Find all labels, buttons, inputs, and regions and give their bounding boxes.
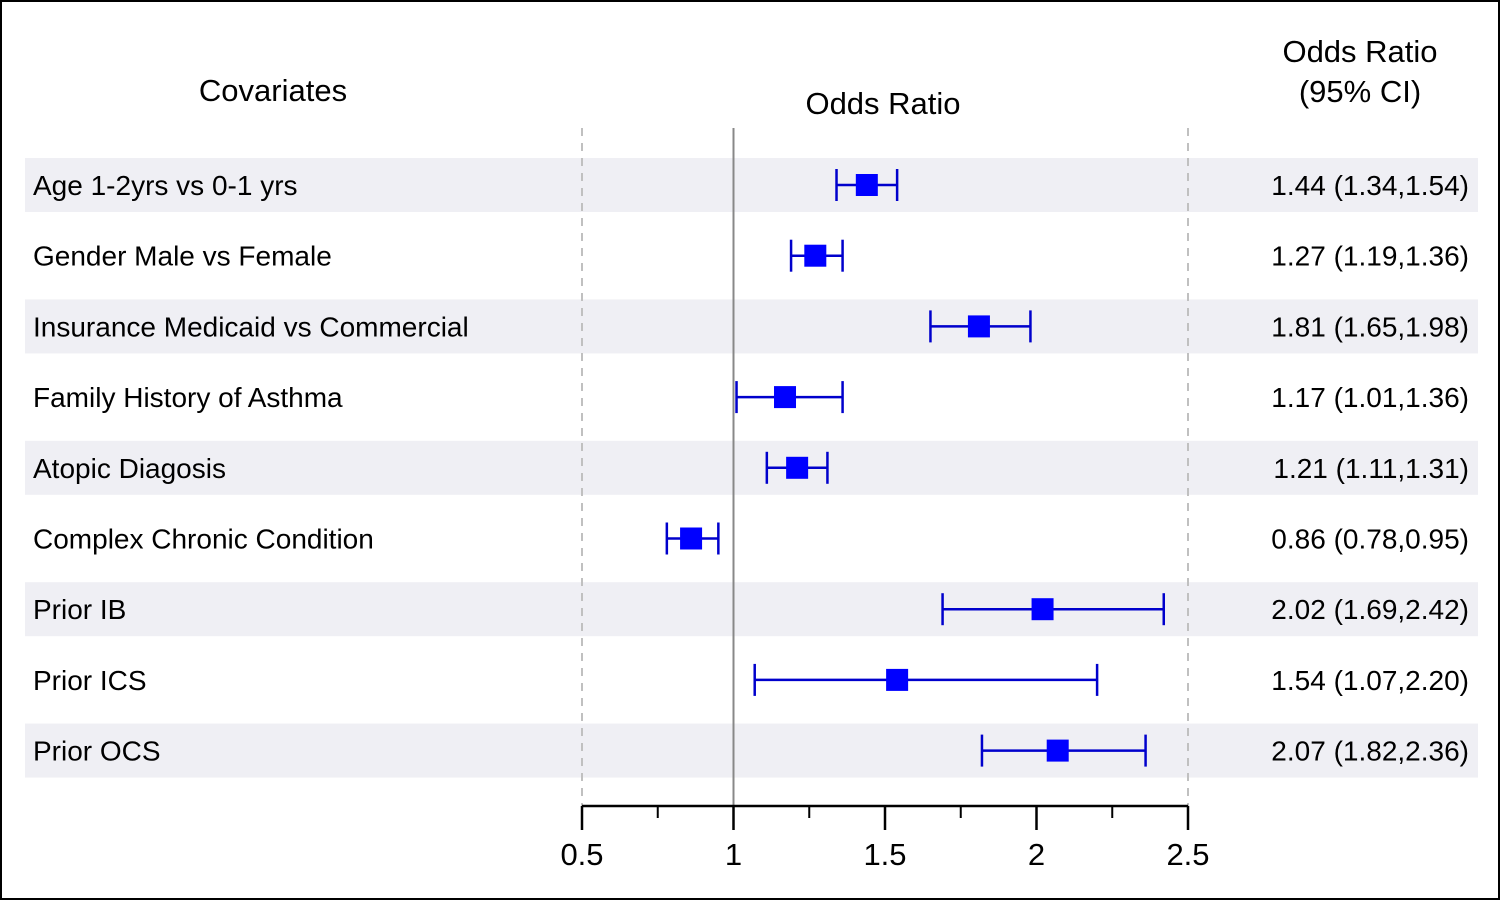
ci-value-label: 1.17 (1.01,1.36) [1271, 382, 1469, 413]
covariate-label: Prior OCS [33, 736, 161, 767]
covariate-label: Age 1-2yrs vs 0-1 yrs [33, 170, 298, 201]
odds-ratio-point [1031, 598, 1054, 621]
ci-mark [665, 522, 720, 555]
odds-ratio-marks [665, 169, 1166, 767]
row-band [25, 440, 1478, 495]
ci-mark [835, 169, 899, 201]
row-band [25, 582, 1478, 637]
covariate-label: Complex Chronic Condition [33, 524, 374, 555]
odds-ratio-point [886, 668, 909, 691]
covariates-header: Covariates [199, 73, 347, 108]
covariate-label: Prior IB [33, 594, 126, 625]
ci-mark [929, 310, 1032, 343]
odds-ratio-point [967, 315, 990, 338]
guide-lines [581, 128, 1189, 806]
covariate-label: Atopic Diagosis [33, 453, 226, 484]
ci-mark [765, 451, 829, 484]
x-tick-label: 1.5 [863, 837, 906, 872]
odds-ratio-point [855, 174, 878, 196]
covariate-label: Insurance Medicaid vs Commercial [33, 311, 469, 342]
ci-mark [735, 381, 844, 414]
x-tick-label: 2.5 [1166, 837, 1209, 872]
ci-mark [941, 593, 1166, 626]
ci-value-label: 0.86 (0.78,0.95) [1271, 524, 1469, 555]
covariate-label: Gender Male vs Female [33, 241, 332, 272]
ci-value-label: 1.54 (1.07,2.20) [1271, 665, 1469, 696]
odds-ratio-point [1046, 739, 1069, 762]
ci-value-label: 2.07 (1.82,2.36) [1271, 736, 1469, 767]
ci-value-label: 1.81 (1.65,1.98) [1271, 311, 1469, 342]
covariate-label: Prior ICS [33, 665, 147, 696]
value-header-line2: (95% CI) [1299, 74, 1421, 109]
ci-mark [980, 734, 1147, 767]
ci-value-label: 2.02 (1.69,2.42) [1271, 594, 1469, 625]
odds-ratio-point [774, 386, 797, 409]
ci-mark [789, 239, 844, 272]
odds-ratio-point [804, 244, 827, 267]
odds-ratio-point [680, 527, 703, 550]
x-tick-label: 2 [1028, 837, 1045, 872]
x-axis: 0.5 1 1.5 2 2.5 [560, 804, 1210, 872]
row-band [25, 158, 1478, 212]
x-tick-label: 0.5 [560, 837, 603, 872]
row-bands [25, 158, 1478, 778]
covariate-labels: Age 1-2yrs vs 0-1 yrs Gender Male vs Fema… [33, 170, 469, 767]
x-tick-label: 1 [725, 837, 742, 872]
covariate-label: Family History of Asthma [33, 382, 343, 413]
row-band [25, 723, 1478, 778]
odds-ratio-point [786, 456, 809, 479]
value-header-line1: Odds Ratio [1282, 34, 1437, 69]
ci-value-label: 1.27 (1.19,1.36) [1271, 241, 1469, 272]
ci-value-label: 1.44 (1.34,1.54) [1271, 170, 1469, 201]
ci-value-labels: 1.44 (1.34,1.54) 1.27 (1.19,1.36) 1.81 (1.… [1271, 170, 1469, 767]
ci-mark [753, 663, 1099, 696]
row-band [25, 299, 1478, 354]
ci-value-label: 1.21 (1.11,1.31) [1273, 453, 1469, 484]
x-axis-title: Odds Ratio [805, 86, 960, 121]
